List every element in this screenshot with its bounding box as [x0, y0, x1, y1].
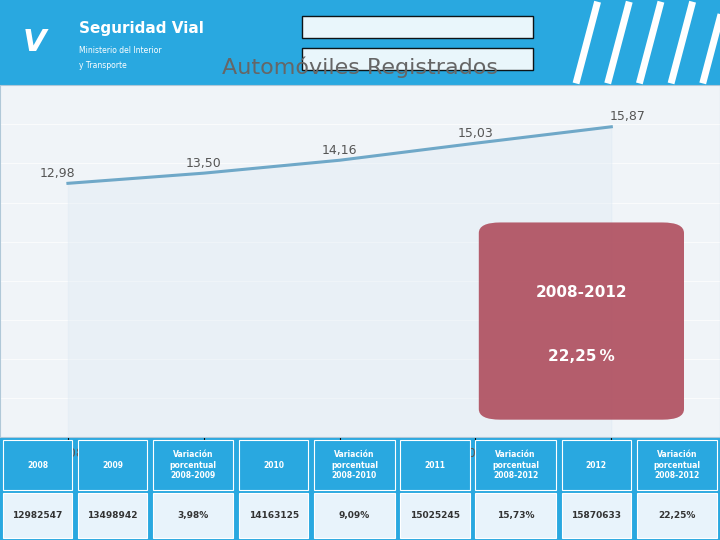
- FancyBboxPatch shape: [3, 493, 72, 537]
- FancyBboxPatch shape: [302, 16, 533, 38]
- FancyBboxPatch shape: [78, 493, 147, 537]
- FancyBboxPatch shape: [400, 440, 469, 490]
- Text: 15870633: 15870633: [571, 511, 621, 520]
- Text: 22,25 %: 22,25 %: [548, 349, 615, 364]
- Text: 2008-2012: 2008-2012: [536, 286, 627, 300]
- Text: 2012: 2012: [586, 461, 607, 469]
- FancyBboxPatch shape: [153, 440, 233, 490]
- FancyBboxPatch shape: [479, 222, 684, 420]
- FancyBboxPatch shape: [562, 440, 631, 490]
- Title: Automóviles Registrados: Automóviles Registrados: [222, 57, 498, 78]
- Text: Seguridad Vial: Seguridad Vial: [79, 21, 204, 36]
- FancyBboxPatch shape: [400, 493, 469, 537]
- Text: 2009: 2009: [102, 461, 123, 469]
- FancyBboxPatch shape: [153, 493, 233, 537]
- Text: Variación
porcentual
2008-2012: Variación porcentual 2008-2012: [492, 450, 539, 480]
- Text: 13,50: 13,50: [186, 157, 222, 170]
- Text: 12982547: 12982547: [12, 511, 63, 520]
- FancyBboxPatch shape: [314, 493, 395, 537]
- Text: 9,09%: 9,09%: [338, 511, 370, 520]
- Text: y Transporte: y Transporte: [79, 61, 127, 70]
- Text: 2008: 2008: [27, 461, 48, 469]
- Text: 2011: 2011: [425, 461, 446, 469]
- FancyBboxPatch shape: [239, 493, 308, 537]
- FancyBboxPatch shape: [314, 440, 395, 490]
- FancyBboxPatch shape: [302, 48, 533, 70]
- FancyBboxPatch shape: [562, 493, 631, 537]
- Text: 12,98: 12,98: [40, 167, 75, 180]
- Text: 13498942: 13498942: [87, 511, 138, 520]
- Text: 14,16: 14,16: [322, 144, 357, 157]
- FancyBboxPatch shape: [239, 440, 308, 490]
- Text: 15,03: 15,03: [458, 127, 493, 140]
- Text: Ministerio del Interior: Ministerio del Interior: [79, 46, 162, 55]
- Text: 3,98%: 3,98%: [178, 511, 209, 520]
- FancyBboxPatch shape: [636, 440, 717, 490]
- Text: V: V: [23, 28, 46, 57]
- FancyBboxPatch shape: [3, 440, 72, 490]
- FancyBboxPatch shape: [636, 493, 717, 537]
- Text: 15,87: 15,87: [610, 110, 646, 123]
- Text: Variación
porcentual
2008-2010: Variación porcentual 2008-2010: [331, 450, 378, 480]
- Text: 15025245: 15025245: [410, 511, 460, 520]
- FancyBboxPatch shape: [475, 440, 556, 490]
- FancyBboxPatch shape: [78, 440, 147, 490]
- Text: 2010: 2010: [264, 461, 284, 469]
- FancyBboxPatch shape: [475, 493, 556, 537]
- Text: 14163125: 14163125: [248, 511, 299, 520]
- Text: 15,73%: 15,73%: [497, 511, 534, 520]
- Text: Variación
porcentual
2008-2012: Variación porcentual 2008-2012: [653, 450, 701, 480]
- Text: 22,25%: 22,25%: [658, 511, 696, 520]
- Text: Variación
porcentual
2008-2009: Variación porcentual 2008-2009: [170, 450, 217, 480]
